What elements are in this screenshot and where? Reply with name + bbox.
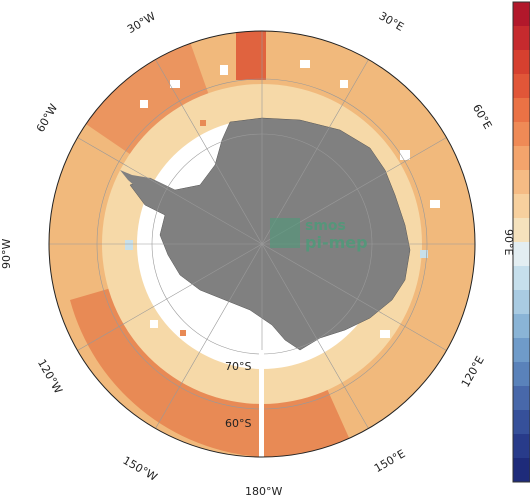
colorbar-segment xyxy=(513,266,530,291)
label-lon-150e: 150°E xyxy=(372,447,408,475)
label-lon-60e: 60°E xyxy=(470,102,495,131)
colorbar-segment xyxy=(513,194,530,219)
colorbar-segment xyxy=(513,290,530,315)
colorbar-segment xyxy=(513,362,530,387)
colorbar-segment xyxy=(513,98,530,123)
colorbar-segment xyxy=(513,410,530,435)
colorbar-segment xyxy=(513,122,530,147)
label-lat-70s: 70°S xyxy=(225,360,251,373)
logo-line2: pi-mep xyxy=(305,233,368,252)
land-antarctic-peninsula xyxy=(120,170,175,195)
smos-pimep-logo: smos pi-mep xyxy=(270,218,368,252)
label-lon-30e: 30°E xyxy=(377,9,406,34)
colorbar-segment xyxy=(513,74,530,99)
label-lon-180w: 180°W xyxy=(245,485,282,498)
colorbar-frame xyxy=(512,1,530,483)
colorbar-segment xyxy=(513,386,530,411)
colorbar-segment xyxy=(513,50,530,75)
colorbar-segment xyxy=(513,146,530,171)
colorbar-segment xyxy=(513,314,530,339)
colorbar-segment xyxy=(513,2,530,27)
label-lon-150w: 150°W xyxy=(121,454,160,484)
label-lon-30w: 30°W xyxy=(125,10,158,37)
colorbar-segment xyxy=(513,242,530,267)
colorbar-segment xyxy=(513,218,530,243)
colorbar-segment xyxy=(513,458,530,483)
label-lon-90e: 90°E xyxy=(502,229,515,255)
label-lat-60s: 60°S xyxy=(225,417,251,430)
map-disc xyxy=(49,31,475,457)
colorbar xyxy=(512,1,530,483)
label-lon-60w: 60°W xyxy=(34,102,61,135)
label-lon-120e: 120°E xyxy=(459,354,487,390)
label-lon-90w: 90°W xyxy=(0,239,13,269)
colorbar-segment xyxy=(513,338,530,363)
label-lon-120w: 120°W xyxy=(35,357,65,396)
logo-line1: smos xyxy=(305,218,346,234)
map-boundary xyxy=(48,30,476,458)
field-gap-180 xyxy=(259,350,264,457)
colorbar-segment xyxy=(513,26,530,51)
colorbar-segment xyxy=(513,434,530,459)
colorbar-segment xyxy=(513,170,530,195)
field-hot-strip-n xyxy=(236,31,266,80)
